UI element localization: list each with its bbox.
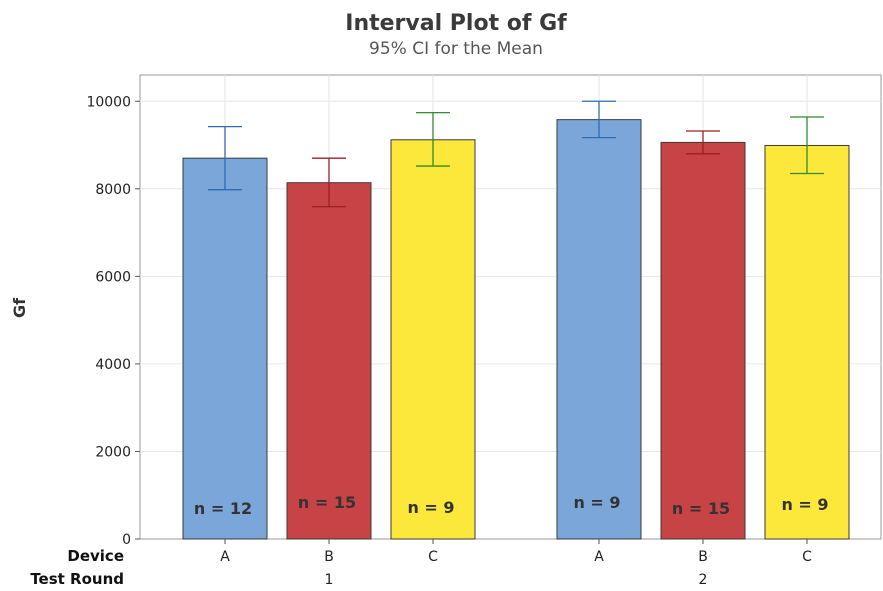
x-tick-label-device: C [428, 549, 438, 565]
row-label-device: Device [67, 547, 124, 565]
n-label: n = 9 [407, 498, 454, 517]
bar-0-b [286, 182, 372, 540]
bar-1-b [660, 141, 746, 540]
n-label: n = 15 [672, 499, 730, 518]
row-label-test-round: Test Round [30, 570, 124, 588]
x-tick-label-device: A [220, 549, 230, 565]
y-tick-label: 0 [122, 532, 131, 548]
x-tick-label-device: B [698, 549, 708, 565]
chart-subtitle: 95% CI for the Mean [369, 39, 543, 59]
y-tick-label: 6000 [95, 269, 131, 285]
x-group-label-round: 1 [325, 572, 334, 588]
x-tick-label-device: C [802, 549, 812, 565]
n-label: n = 15 [298, 493, 356, 512]
bar-1-a [556, 119, 642, 540]
y-tick-label: 4000 [95, 357, 131, 373]
chart-title: Interval Plot of Gf [345, 11, 567, 36]
y-axis-title: Gf [10, 297, 29, 318]
x-tick-label-device: B [324, 549, 334, 565]
n-label: n = 9 [573, 493, 620, 512]
y-tick-label: 10000 [86, 94, 131, 110]
x-tick-label-device: A [594, 549, 604, 565]
x-group-label-round: 2 [699, 572, 708, 588]
bar-1-c [764, 144, 850, 540]
n-label: n = 9 [781, 495, 828, 514]
bar-0-a [182, 157, 268, 540]
plot-area: 0 2000 4000 6000 8000 10000 n = 12 An = 15 Bn = … [86, 74, 882, 588]
y-tick-label: 2000 [95, 444, 131, 460]
bar-0-c [390, 139, 476, 540]
n-label: n = 12 [194, 499, 252, 518]
y-tick-label: 8000 [95, 182, 131, 198]
